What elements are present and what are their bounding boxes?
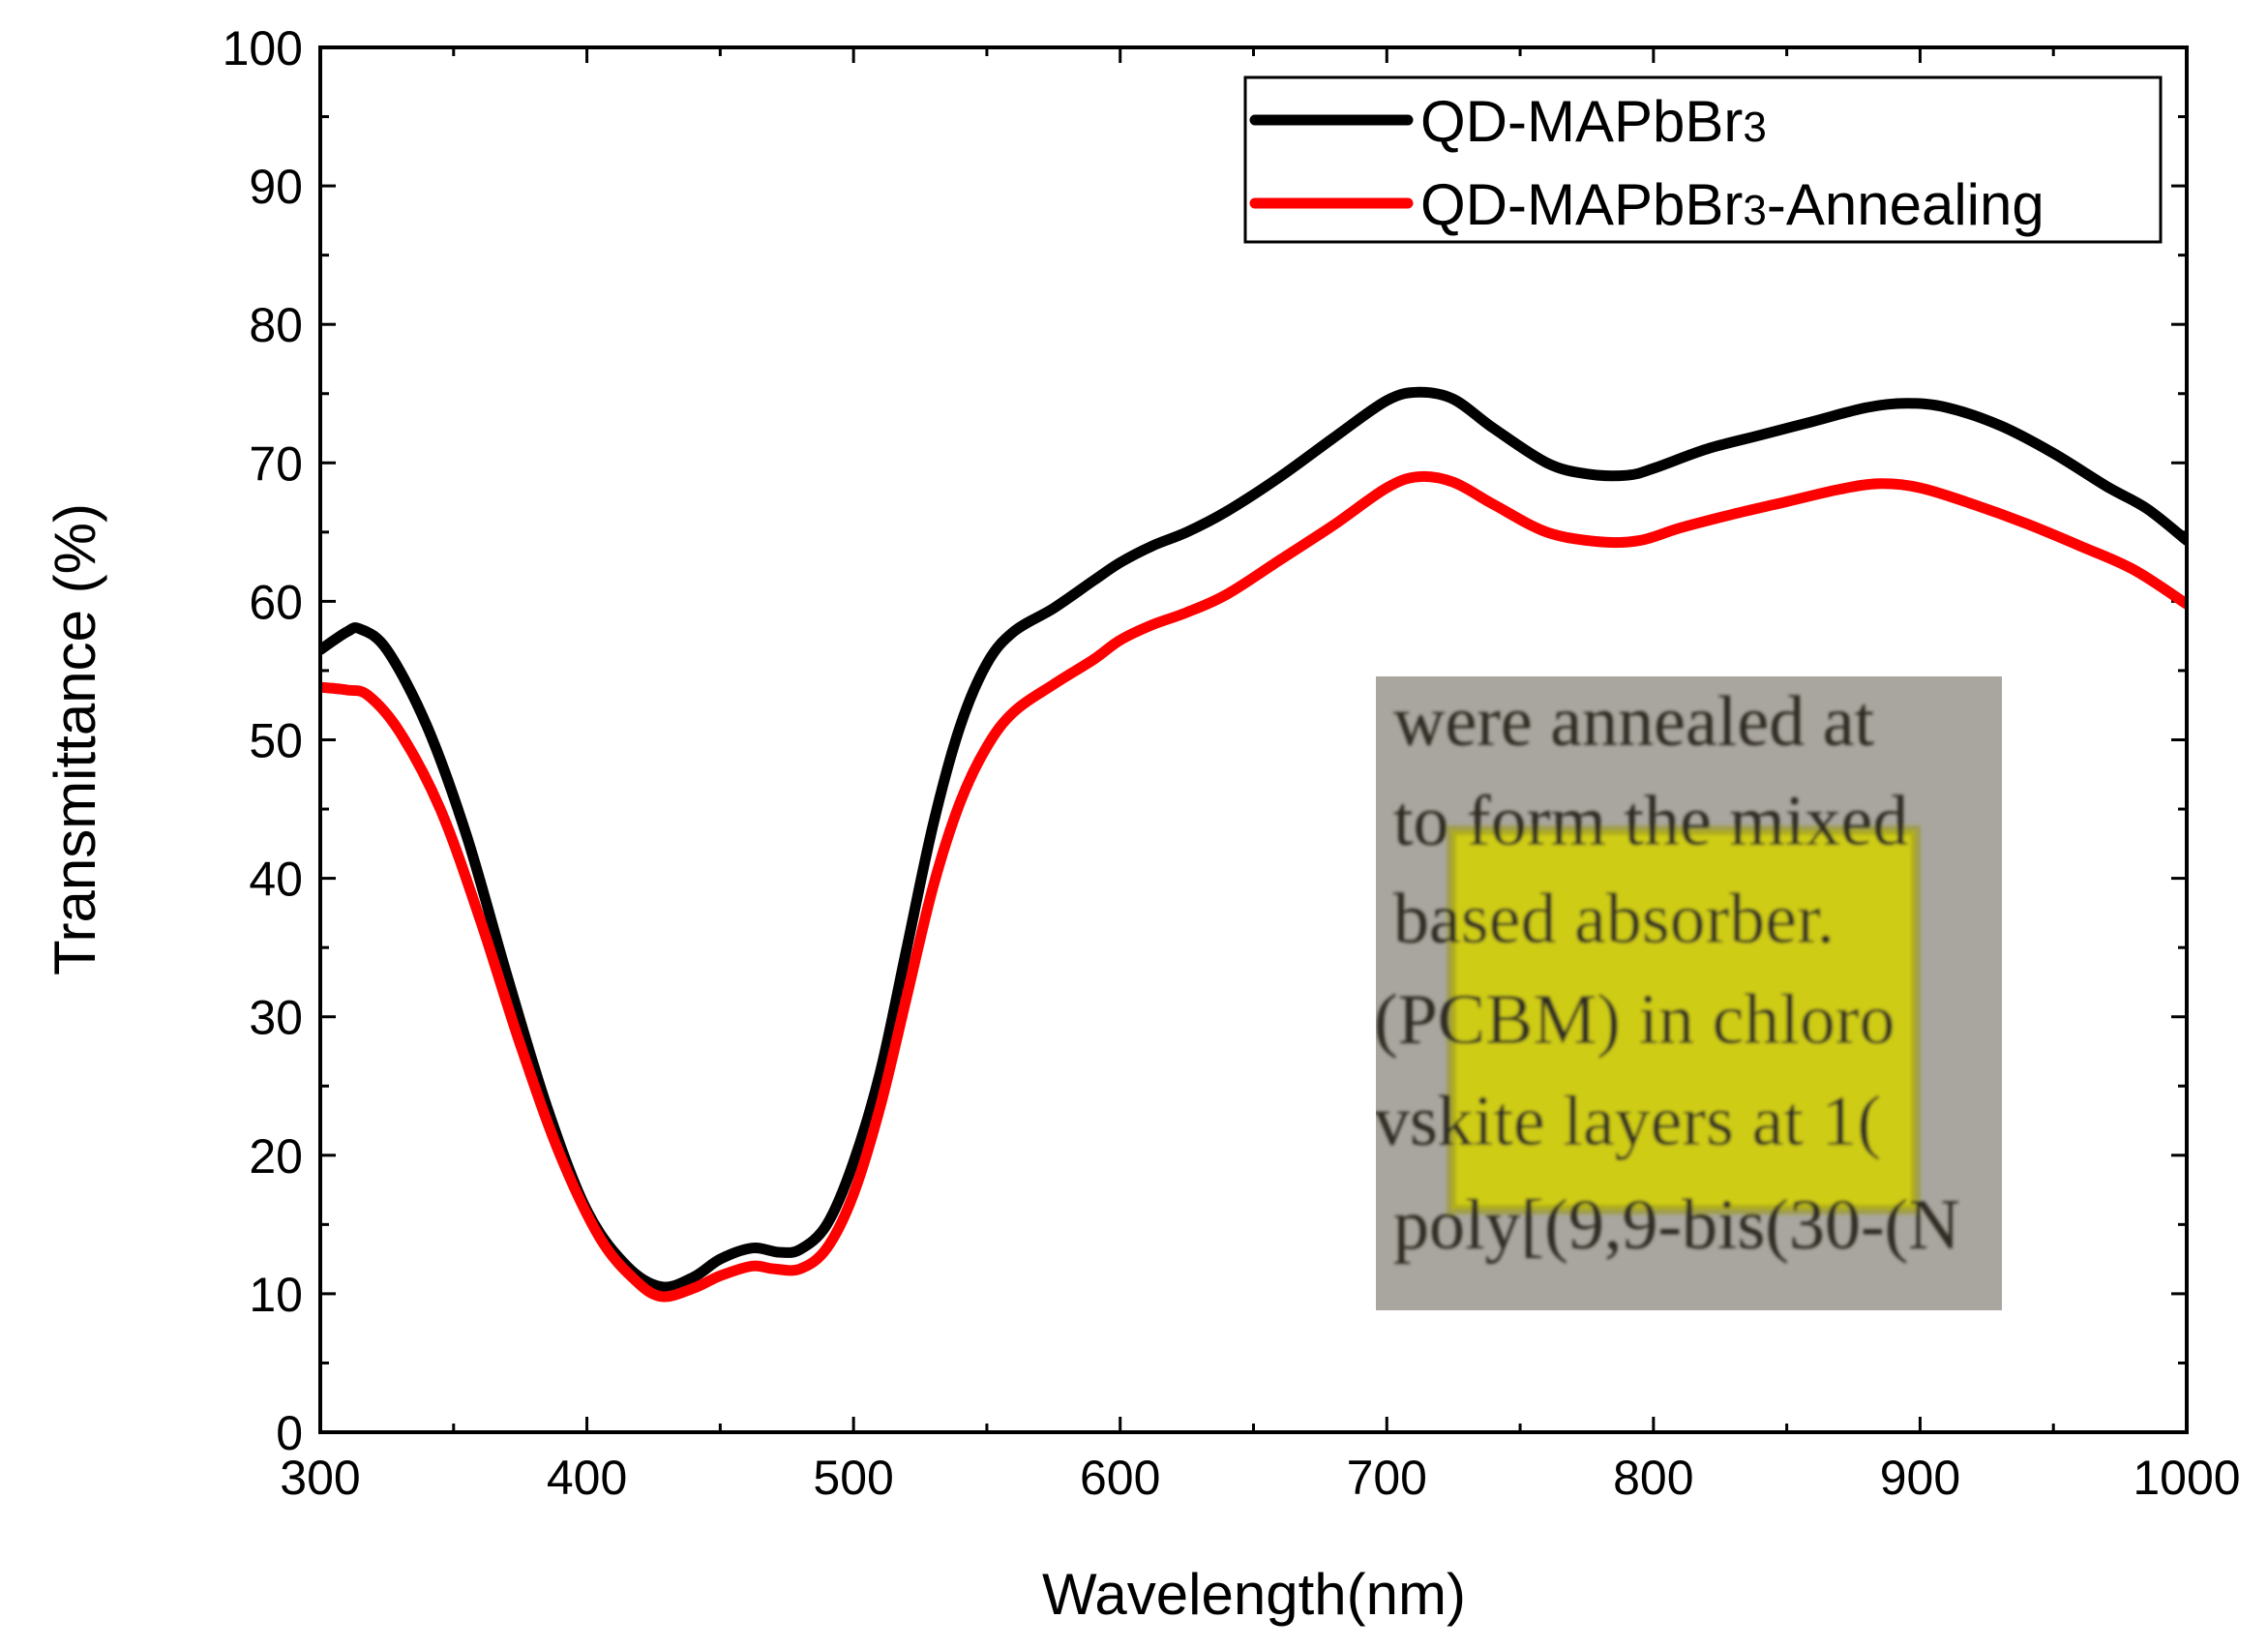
legend-box	[1243, 75, 2163, 244]
axis-ticks: 300 400 500 600 700 800 900 1000 0 10 20 30 40 50 60 70…	[223, 21, 2241, 1505]
inset-text-line: to form the mixed	[1393, 782, 1908, 861]
legend: QD-MAPbBr3 QD-MAPbBr3-Annealing	[1243, 75, 2163, 244]
x-tick-label: 400	[547, 1451, 627, 1505]
inset-text-block: were annealed at to form the mixed based…	[1374, 682, 1960, 1265]
x-axis-title: Wavelength(nm)	[1042, 1562, 1466, 1627]
y-axis-title: Transmittance (%)	[43, 503, 107, 975]
y-tick-label: 70	[249, 436, 303, 491]
x-tick-label: 700	[1347, 1451, 1427, 1505]
y-tick-label: 0	[276, 1406, 303, 1460]
x-tick-label: 900	[1880, 1451, 1960, 1505]
y-tick-label: 50	[249, 714, 303, 768]
y-tick-label: 100	[223, 21, 303, 75]
x-tick-label: 300	[280, 1451, 360, 1505]
inset-yellow-film	[1451, 830, 1916, 1210]
x-tick-label: 600	[1080, 1451, 1160, 1505]
inset-film-edge	[1447, 825, 1921, 1214]
x-tick-label: 800	[1613, 1451, 1693, 1505]
y-tick-label: 10	[249, 1268, 303, 1322]
series-layer	[320, 386, 2187, 1303]
plot-frame	[318, 45, 2189, 1434]
inset-text-line: based absorber.	[1393, 880, 1835, 959]
inset-text-line: were annealed at	[1393, 682, 1875, 762]
legend-label-qd-mapbbr3-annealing: QD-MAPbBr3-Annealing	[1420, 172, 2044, 237]
y-tick-label: 40	[249, 853, 303, 907]
inset-photo: were annealed at to form the mixed based…	[1374, 676, 2002, 1310]
y-tick-label: 80	[249, 298, 303, 352]
y-tick-label: 60	[249, 575, 303, 629]
y-tick-label: 90	[249, 160, 303, 214]
inset-text-line: poly[(9,9-bis(30-(N	[1393, 1185, 1960, 1265]
inset-text-line: (PCBM) in chloro	[1374, 980, 1895, 1060]
x-tick-label: 500	[813, 1451, 893, 1505]
y-tick-label: 20	[249, 1129, 303, 1184]
legend-label-qd-mapbbr3: QD-MAPbBr3	[1420, 89, 1767, 154]
x-tick-label: 1000	[2133, 1451, 2240, 1505]
series-line-qd-mapbbr3-annealing	[320, 470, 2187, 1303]
inset-text-line: vskite layers at 1(	[1374, 1082, 1881, 1161]
y-tick-label: 30	[249, 991, 303, 1045]
